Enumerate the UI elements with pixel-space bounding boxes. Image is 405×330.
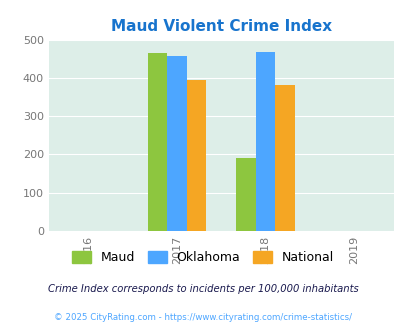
- Text: Crime Index corresponds to incidents per 100,000 inhabitants: Crime Index corresponds to incidents per…: [47, 284, 358, 294]
- Bar: [236, 158, 255, 231]
- Bar: [167, 56, 186, 231]
- Bar: [275, 85, 294, 231]
- Legend: Maud, Oklahoma, National: Maud, Oklahoma, National: [68, 247, 337, 268]
- Text: © 2025 CityRating.com - https://www.cityrating.com/crime-statistics/: © 2025 CityRating.com - https://www.city…: [54, 313, 351, 322]
- Bar: [147, 53, 167, 231]
- Title: Maud Violent Crime Index: Maud Violent Crime Index: [111, 19, 331, 34]
- Bar: [255, 52, 275, 231]
- Bar: [186, 80, 206, 231]
